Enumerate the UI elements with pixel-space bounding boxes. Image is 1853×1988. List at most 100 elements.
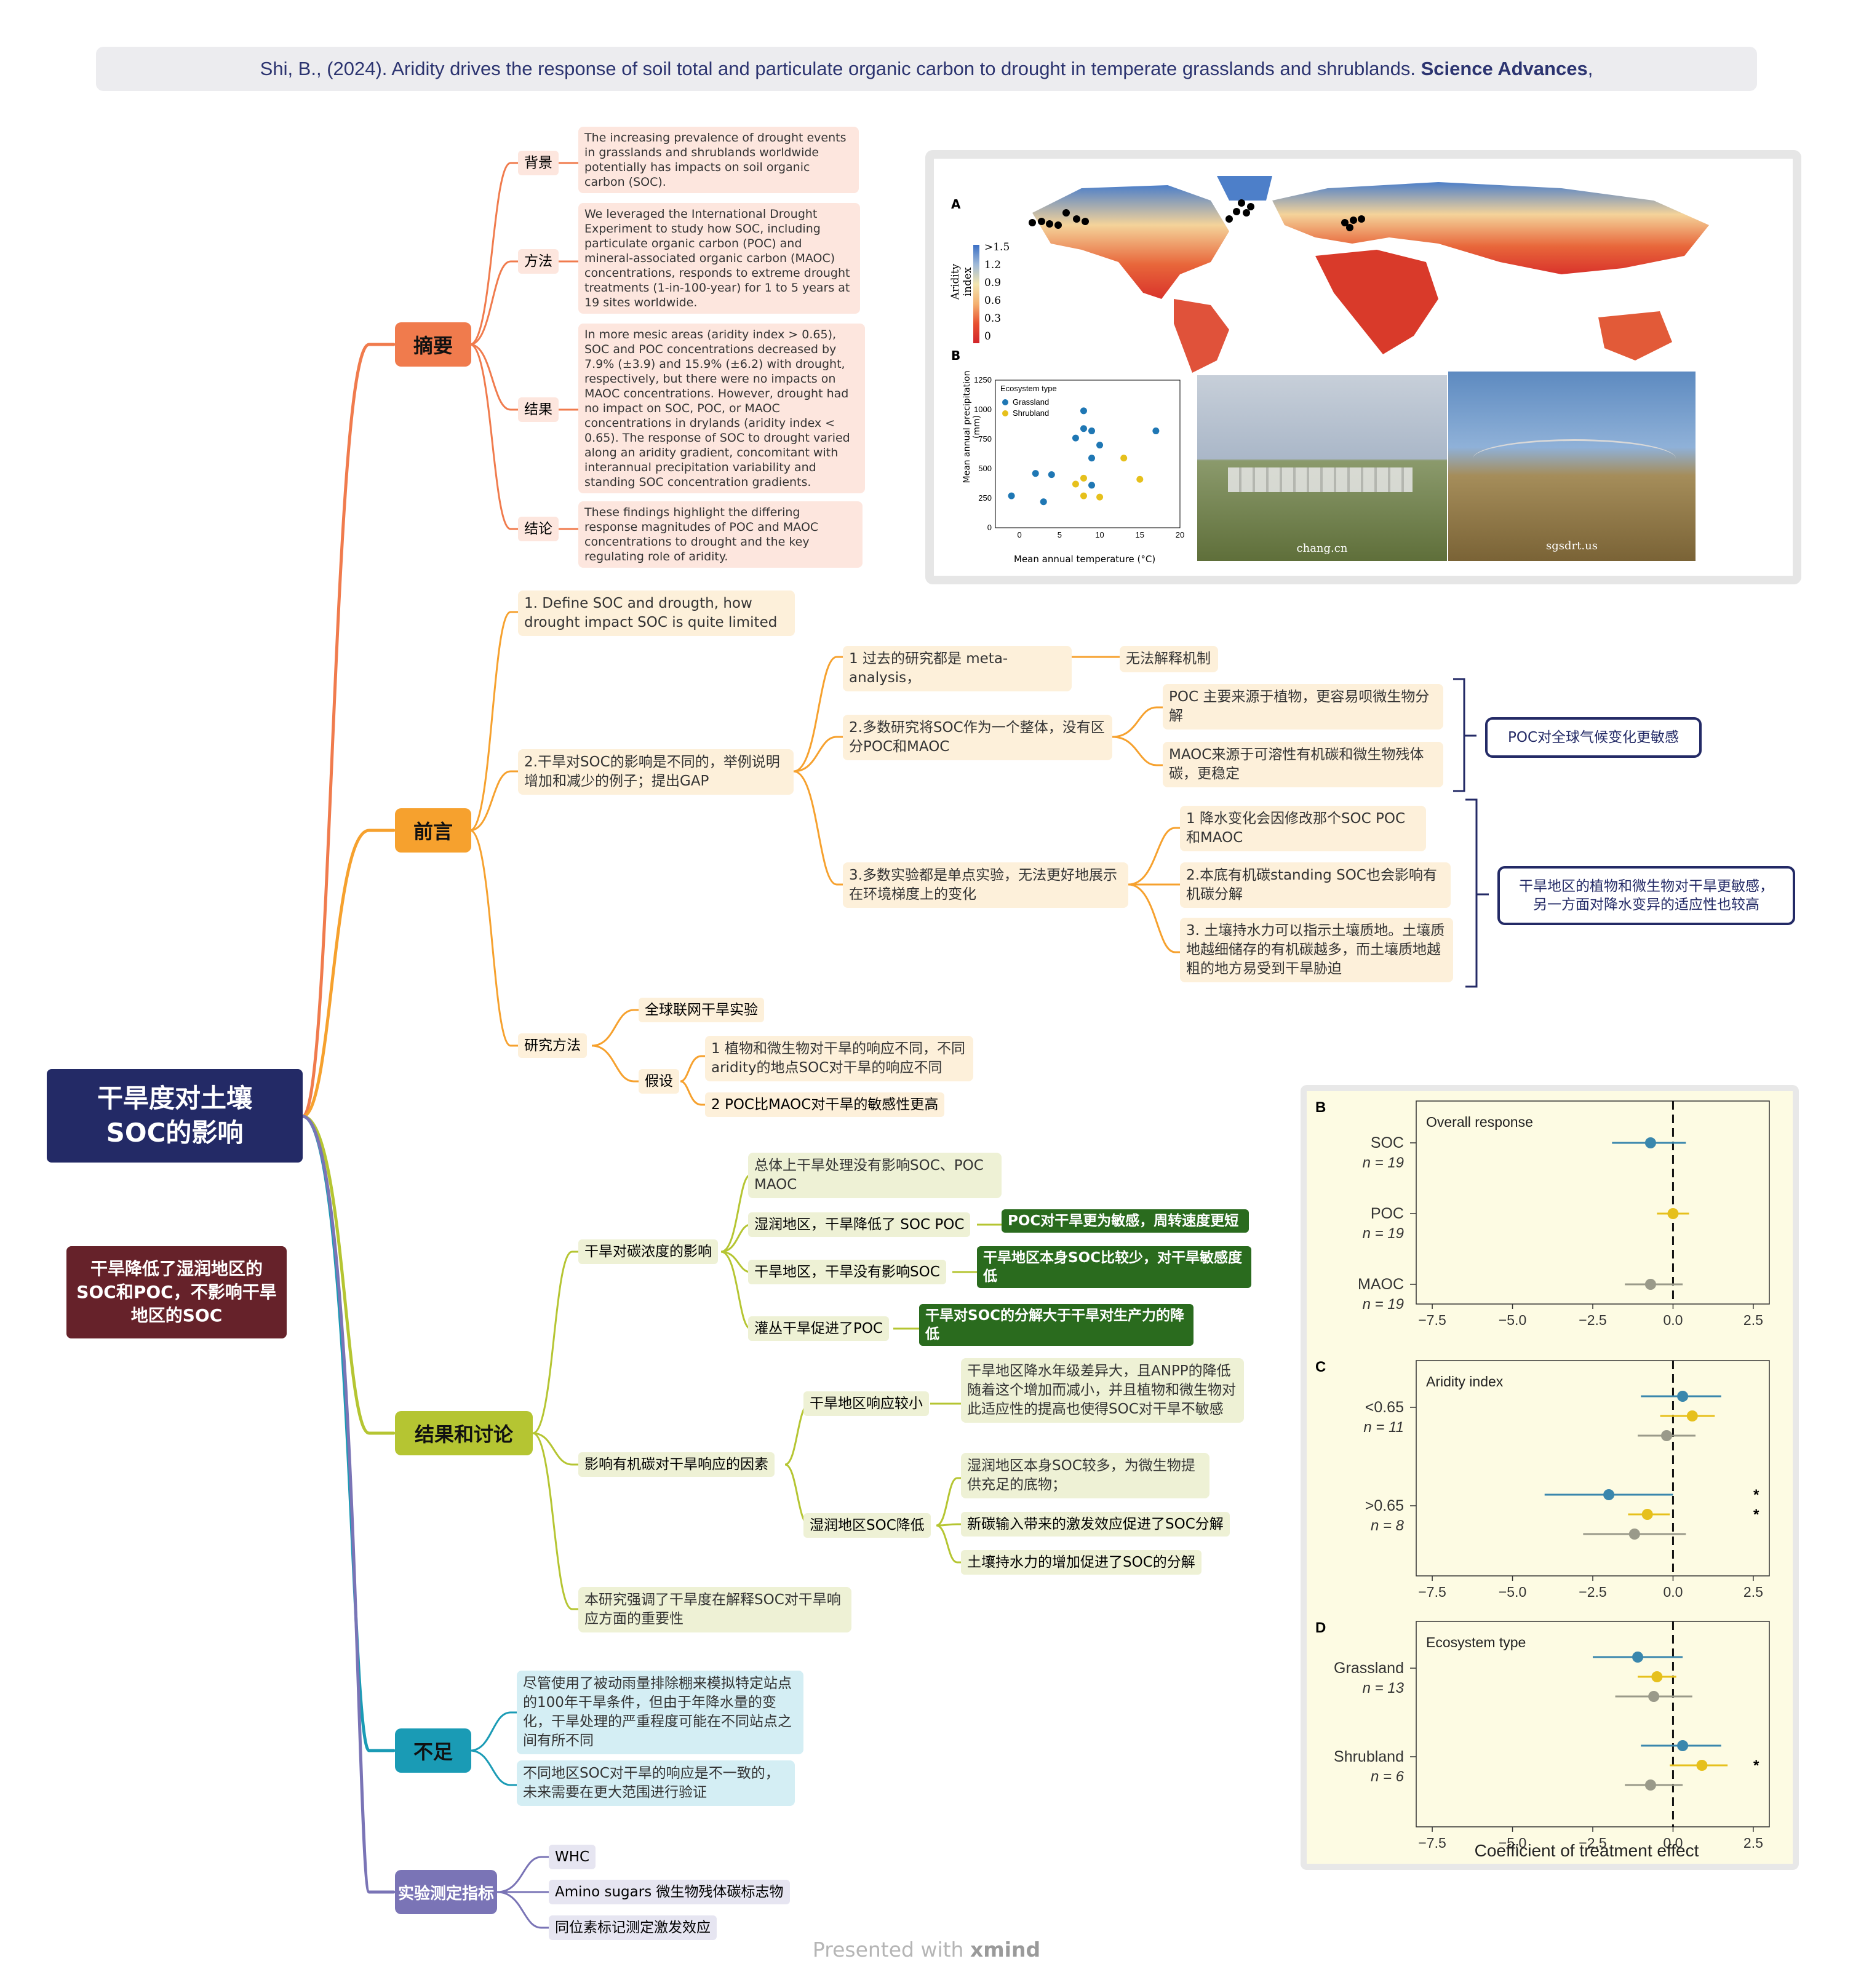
scatter-point [1120,455,1128,462]
intro-methods[interactable]: 研究方法 [518,1033,587,1058]
forest-panel-frame [1416,1621,1770,1827]
limitation-1[interactable]: 尽管使用了被动雨量排除棚来模拟特定站点的100年干旱条件，但由于年降水量的变化，… [517,1671,803,1754]
intro-gap-3-point-1[interactable]: 1 降水变化会因修改那个SOC POC 和MAOC [1180,806,1426,851]
forest-n-label: n = 8 [1371,1517,1405,1534]
note-poc-sensitive[interactable]: POC对干旱更为敏感，周转速度更短 [1002,1209,1249,1233]
forest-significance-mark: * [1753,1487,1759,1503]
results-mesic-decrease[interactable]: 湿润地区，干旱降低了 SOC POC [748,1212,971,1237]
intro-topic-1[interactable]: 1. Define SOC and drougth, how drought i… [518,590,795,636]
results-carbon-concentration[interactable]: 干旱对碳浓度的影响 [578,1239,718,1264]
callout-poc-sensitive[interactable]: POC对全球气候变化更敏感 [1485,717,1702,758]
site-marker [1243,209,1250,217]
figure-forest-plots: B Overall response −7.5 −5.0 −2.5 0.0 2.5 SOC n … [1301,1085,1799,1870]
scatter-point [1096,493,1104,501]
scatter-point [1088,482,1096,489]
forest-panel-label: D [1315,1620,1326,1636]
forest-estimate-point [1644,1279,1656,1290]
branch-introduction[interactable]: 前言 [395,808,471,853]
intro-gap-2-maoc[interactable]: MAOC来源于可溶性有机碳和微生物残体碳，更稳定 [1163,742,1443,787]
forest-panel-title: Ecosystem type [1426,1634,1526,1650]
branch-limitations[interactable]: 不足 [395,1728,471,1773]
branch-indicators[interactable]: 实验测定指标 [395,1870,497,1914]
results-importance-aridity[interactable]: 本研究强调了干旱度在解释SOC对干旱响应方面的重要性 [578,1587,851,1632]
colorbar-title: Aridity index [949,263,974,300]
scatter-point [1040,498,1047,506]
methods-global-network[interactable]: 全球联网干旱实验 [639,998,764,1022]
colorbar-tick: >1.5 [984,241,1010,253]
abstract-label-results[interactable]: 结果 [518,397,559,422]
callout-line-1: 干旱地区的植物和微生物对干旱更敏感， [1519,878,1774,894]
forest-x-tick-label: 2.5 [1743,1312,1763,1328]
limitation-2[interactable]: 不同地区SOC对干旱的响应是不一致的，未来需要在更大范围进行验证 [517,1760,795,1806]
citation-banner: Shi, B., (2024). Aridity drives the resp… [96,47,1757,91]
factor-dryland-small[interactable]: 干旱地区响应较小 [803,1391,929,1416]
scatter-y-tick: 1250 [974,375,992,384]
forest-estimate-point [1667,1208,1679,1219]
footer-prefix: Presented with [812,1938,970,1962]
colorbar-tick: 0.9 [984,277,1002,289]
abstract-results-text[interactable]: In more mesic areas (aridity index > 0.6… [578,324,865,493]
indicator-whc[interactable]: WHC [549,1845,596,1869]
results-overall-no-effect[interactable]: 总体上干旱处理没有影响SOC、POC MAOC [748,1153,1002,1198]
note-decomposition[interactable]: 干旱对SOC的分解大于干旱对生产力的降低 [919,1304,1193,1346]
indicator-amino-sugars[interactable]: Amino sugars 微生物残体碳标志物 [549,1880,790,1904]
forest-group-label: Shrubland [1334,1748,1404,1765]
branch-abstract[interactable]: 摘要 [395,322,471,367]
abstract-label-background[interactable]: 背景 [518,151,559,175]
scatter-point [1072,434,1079,442]
forest-panel-frame [1416,1360,1770,1576]
abstract-background-text[interactable]: The increasing prevalence of drought eve… [578,127,859,193]
north-america-shape [1032,185,1229,299]
intro-gap-3-point-3[interactable]: 3. 土壤持水力可以指示土壤质地。土壤质地越细储存的有机碳越多，而土壤质地越粗的… [1180,918,1453,982]
results-dryland-no-effect[interactable]: 干旱地区，干旱没有影响SOC [748,1260,946,1284]
hypothesis-2[interactable]: 2 POC比MAOC对干旱的敏感性更高 [705,1092,945,1117]
methods-hypothesis[interactable]: 假设 [639,1069,679,1094]
forest-n-label: n = 19 [1363,1225,1404,1242]
floating-summary-topic[interactable]: 干旱降低了湿润地区的SOC和POC，不影响干旱地区的SOC [66,1246,287,1338]
scatter-x-axis-label: Mean annual temperature (°C) [1014,554,1156,565]
greenland-shape [1217,176,1272,201]
intro-gap-1[interactable]: 1 过去的研究都是 meta-analysis， [843,646,1072,691]
abstract-methods-text[interactable]: We leveraged the International Drought E… [578,203,860,314]
results-factors[interactable]: 影响有机碳对干旱响应的因素 [578,1452,775,1477]
factor-mesic-decrease[interactable]: 湿润地区SOC降低 [803,1513,931,1538]
abstract-label-conclusion[interactable]: 结论 [518,517,559,541]
intro-gap-1-note[interactable]: 无法解释机制 [1120,646,1218,672]
branch-results-discussion[interactable]: 结果和讨论 [395,1411,533,1455]
intro-gap-2[interactable]: 2.多数研究将SOC作为一个整体，没有区分POC和MAOC [843,715,1112,760]
factor-dryland-explanation[interactable]: 干旱地区降水年级差异大，且ANPP的降低随着这个增加而减小，并且植物和微生物对此… [961,1358,1244,1423]
forest-estimate-point [1641,1509,1653,1520]
intro-gap-3-point-2[interactable]: 2.本底有机碳standing SOC也会影响有机碳分解 [1180,862,1451,908]
indicator-isotope[interactable]: 同位素标记测定激发效应 [549,1915,717,1940]
results-shrubland-poc[interactable]: 灌丛干旱促进了POC [748,1316,890,1341]
photo-rainout-shelter-2: sgsdrt.us [1448,372,1696,561]
note-dryland-low-soc[interactable]: 干旱地区本身SOC比较少，对干旱敏感度低 [977,1246,1251,1288]
intro-topic-2[interactable]: 2.干旱对SOC的影响是不同的，举例说明增加和减少的例子；提出GAP [518,749,794,795]
intro-gap-3[interactable]: 3.多数实验都是单点实验，无法更好地展示在环境梯度上的变化 [843,862,1128,908]
south-america-shape [1174,299,1229,373]
intro-gap-2-poc[interactable]: POC 主要来源于植物，更容易呗微生物分解 [1163,684,1443,730]
abstract-conclusion-text[interactable]: These findings highlight the differing r… [578,501,863,568]
forest-estimate-point [1644,1779,1656,1791]
citation-text: Shi, B., (2024). Aridity drives the resp… [260,58,1421,79]
scatter-legend-label: Shrubland [1013,408,1049,418]
hypothesis-1[interactable]: 1 植物和微生物对干旱的响应不同，不同aridity的地点SOC对干旱的响应不同 [705,1036,973,1081]
panel-label-b: B [951,348,961,363]
mesic-reason-2[interactable]: 新碳输入带来的激发效应促进了SOC分解 [961,1512,1230,1537]
forest-estimate-point [1644,1137,1656,1148]
forest-n-label: n = 19 [1363,1296,1404,1313]
figure-map-scatter-panel: A B Aridity index >1.5 1.2 0.9 0.6 0.3 0 [934,159,1793,576]
scatter-x-tick: 10 [1095,530,1104,539]
colorbar-tick: 0 [984,330,991,343]
abstract-label-methods[interactable]: 方法 [518,249,559,274]
colorbar-tick: 1.2 [984,259,1002,271]
mesic-reason-1[interactable]: 湿润地区本身SOC较多，为微生物提供充足的底物； [961,1453,1209,1498]
callout-dryland-sensitivity[interactable]: 干旱地区的植物和微生物对干旱更敏感， 另一方面对降水变异的适应性也较高 [1497,866,1795,925]
forest-x-tick-label: −7.5 [1418,1312,1446,1328]
scatter-legend-title: Ecosystem type [1000,384,1057,393]
root-topic[interactable]: 干旱度对土壤 SOC的影响 [47,1069,303,1163]
scatter-point [1080,407,1087,415]
mesic-reason-3[interactable]: 土壤持水力的增加促进了SOC的分解 [961,1550,1201,1575]
site-marker [1054,221,1062,229]
